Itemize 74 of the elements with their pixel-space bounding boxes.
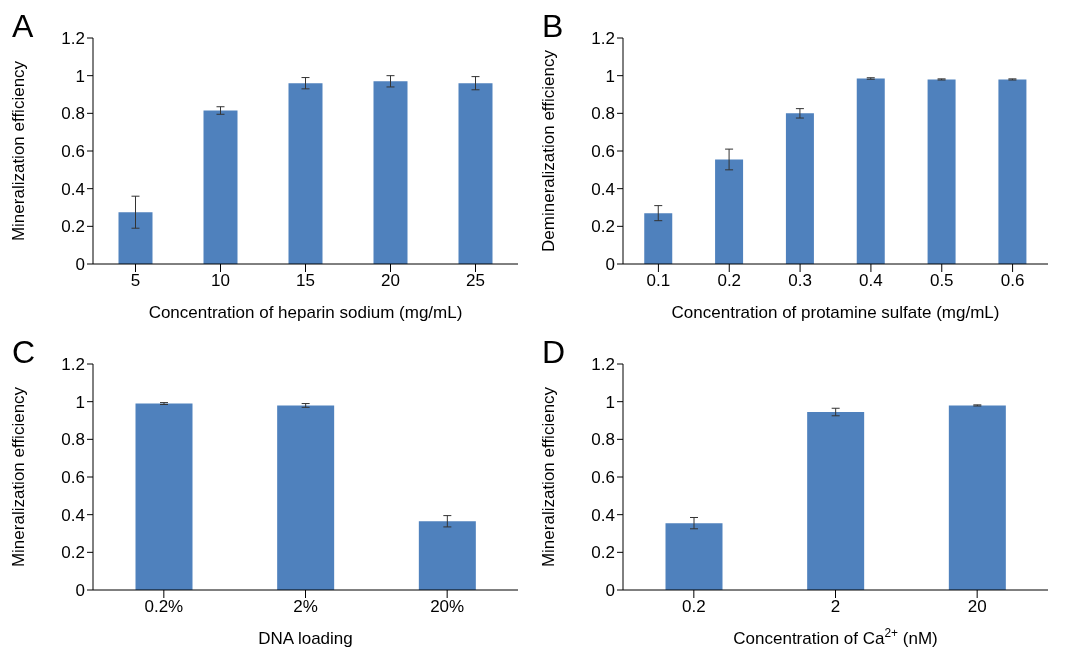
- x-tick-label: 15: [296, 271, 315, 291]
- bar: [807, 412, 865, 590]
- y-tick-label: 1: [75, 66, 85, 86]
- y-tick-label: 0.4: [61, 505, 85, 525]
- bar: [856, 78, 885, 264]
- x-tick-label: 20: [381, 271, 400, 291]
- x-tick-label: 0.2: [717, 271, 742, 291]
- x-axis-title: Concentration of heparin sodium (mg/mL): [148, 303, 463, 322]
- bar: [785, 113, 814, 264]
- bar: [665, 523, 723, 590]
- bar: [135, 403, 193, 590]
- bar: [715, 159, 744, 264]
- y-tick-label: 0.4: [591, 179, 615, 199]
- y-tick-label: 0: [75, 255, 85, 275]
- y-tick-label: 1: [75, 392, 85, 412]
- x-tick-label: 0.2%: [144, 597, 184, 617]
- y-tick-label: 1.2: [61, 29, 85, 49]
- y-tick-label: 0.2: [61, 543, 85, 563]
- y-tick-label: 1: [605, 66, 615, 86]
- y-tick-label: 0.8: [61, 104, 85, 124]
- y-tick-label: 0.2: [591, 217, 615, 237]
- x-tick-label: 0.4: [859, 271, 883, 291]
- y-tick-label: 0: [75, 581, 85, 601]
- x-axis-title: Concentration of protamine sulfate (mg/mL): [671, 303, 1000, 322]
- y-axis-title: Mineralization efficiency: [9, 60, 29, 242]
- bar: [458, 83, 493, 264]
- bar: [277, 405, 335, 590]
- y-tick-label: 0.6: [61, 142, 85, 162]
- x-tick-label: 10: [211, 271, 230, 291]
- bar: [203, 110, 238, 264]
- x-axis-title: DNA loading: [258, 629, 353, 648]
- y-tick-label: 0: [605, 255, 615, 275]
- y-tick-label: 0.2: [591, 543, 615, 563]
- y-tick-label: 0.6: [591, 468, 615, 488]
- y-tick-label: 0.6: [61, 468, 85, 488]
- x-tick-label: 2%: [293, 597, 318, 617]
- chart-title: A: [12, 8, 34, 45]
- chart-title: B: [542, 8, 564, 45]
- chart-title: D: [542, 334, 566, 371]
- bar: [998, 79, 1027, 264]
- x-tick-label: 2: [830, 597, 841, 617]
- x-tick-label: 0.6: [1000, 271, 1025, 291]
- x-axis-title: Concentration of Ca$^{2+}$ (nM): [733, 626, 938, 648]
- bar: [948, 405, 1006, 590]
- y-tick-label: 0: [605, 581, 615, 601]
- chart-title: C: [12, 334, 36, 371]
- y-tick-label: 1.2: [61, 355, 85, 375]
- bar: [373, 81, 408, 264]
- bar: [644, 213, 673, 264]
- y-tick-label: 0.8: [591, 104, 615, 124]
- y-axis-title: Mineralization efficiency: [9, 386, 29, 568]
- x-tick-label: 0.3: [788, 271, 812, 291]
- y-tick-label: 0.8: [591, 430, 615, 450]
- y-axis-title: Mineralization efficiency: [539, 386, 559, 568]
- y-tick-label: 0.4: [61, 179, 85, 199]
- x-tick-label: 20%: [430, 597, 465, 617]
- y-tick-label: 1: [605, 392, 615, 412]
- bar: [118, 212, 153, 264]
- x-tick-label: 0.2: [682, 597, 706, 617]
- x-tick-label: 0.5: [929, 271, 954, 291]
- y-axis-title: Demineralization efficiency: [539, 49, 559, 252]
- x-tick-label: 25: [466, 271, 485, 291]
- y-tick-label: 0.2: [61, 217, 85, 237]
- y-tick-label: 1.2: [591, 29, 615, 49]
- y-tick-label: 0.6: [591, 142, 615, 162]
- y-tick-label: 0.4: [591, 505, 615, 525]
- bar: [927, 79, 956, 264]
- x-tick-label: 20: [967, 597, 987, 617]
- y-tick-label: 1.2: [591, 355, 615, 375]
- x-tick-label: 5: [130, 271, 141, 291]
- x-tick-label: 0.1: [646, 271, 671, 291]
- bar: [418, 521, 476, 590]
- bar: [288, 83, 323, 264]
- y-tick-label: 0.8: [61, 430, 85, 450]
